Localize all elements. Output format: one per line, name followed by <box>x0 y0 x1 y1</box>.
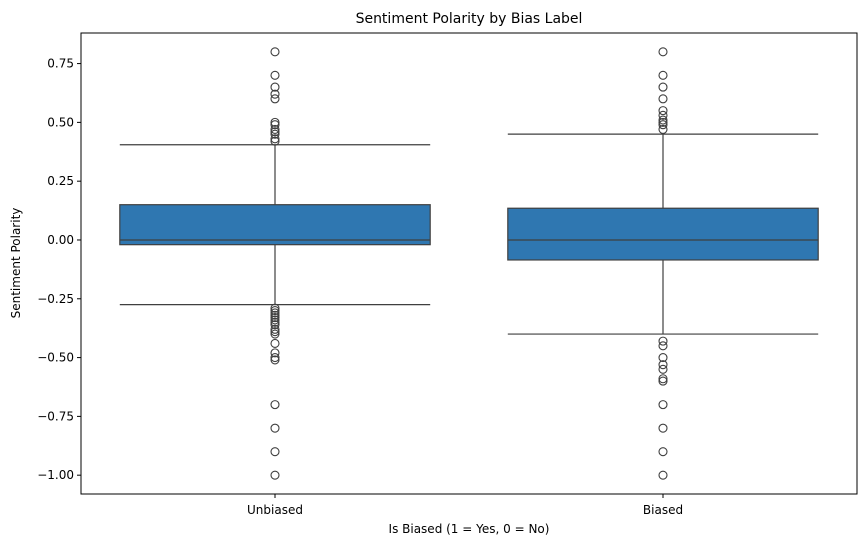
outlier-point <box>658 115 668 125</box>
outlier-point <box>658 117 668 127</box>
outlier-point <box>658 341 668 351</box>
outlier-point <box>270 117 280 127</box>
outlier-point <box>658 110 668 120</box>
x-tick-label: Unbiased <box>247 503 303 517</box>
outlier-point <box>658 94 668 104</box>
outlier-point <box>658 82 668 92</box>
y-tick-label: −0.50 <box>37 351 74 365</box>
outlier-point <box>270 470 280 480</box>
outlier-point <box>270 355 280 365</box>
plot-area <box>80 32 858 495</box>
outlier-point <box>658 400 668 410</box>
outlier-point <box>270 303 280 313</box>
outlier-point <box>658 364 668 374</box>
outlier-point <box>270 70 280 80</box>
outlier-point <box>658 47 668 57</box>
outlier-point <box>270 313 280 323</box>
outlier-point <box>270 329 280 339</box>
boxes-layer <box>119 47 819 480</box>
outlier-point <box>658 447 668 457</box>
outlier-point <box>270 327 280 337</box>
box-iqr <box>507 207 819 261</box>
outlier-point <box>270 315 280 325</box>
box-group-biased <box>507 47 819 480</box>
outlier-point <box>658 360 668 370</box>
outlier-point <box>270 82 280 92</box>
outlier-point <box>270 353 280 363</box>
outlier-point <box>658 470 668 480</box>
outlier-point <box>270 94 280 104</box>
outlier-point <box>658 120 668 130</box>
y-tick-label: 0.00 <box>47 233 74 247</box>
y-tick-label: 0.25 <box>47 174 74 188</box>
outlier-point <box>658 336 668 346</box>
outlier-point <box>270 134 280 144</box>
x-axis: Unbiased Biased <box>247 494 683 517</box>
x-tick-label: Biased <box>643 503 683 517</box>
outlier-point <box>270 447 280 457</box>
y-tick-label: −0.25 <box>37 292 74 306</box>
box-iqr <box>119 204 431 246</box>
outlier-point <box>658 376 668 386</box>
outlier-point <box>270 348 280 358</box>
y-tick-label: 0.75 <box>47 57 74 71</box>
outlier-point <box>270 124 280 134</box>
x-axis-label: Is Biased (1 = Yes, 0 = No) <box>389 522 550 536</box>
outlier-point <box>270 129 280 139</box>
outlier-point <box>270 423 280 433</box>
outlier-point <box>658 70 668 80</box>
outlier-point <box>270 320 280 330</box>
outlier-point <box>270 120 280 130</box>
outlier-point <box>658 374 668 384</box>
outlier-point <box>270 127 280 137</box>
outlier-point <box>658 124 668 134</box>
outlier-point <box>270 47 280 57</box>
outlier-point <box>270 305 280 316</box>
outlier-point <box>270 338 280 349</box>
y-tick-label: −1.00 <box>37 468 74 482</box>
outlier-point <box>270 136 280 146</box>
outlier-point <box>270 89 280 99</box>
y-axis-label: Sentiment Polarity <box>9 208 23 319</box>
plot-frame <box>80 32 858 495</box>
chart-title: Sentiment Polarity by Bias Label <box>356 11 583 27</box>
y-tick-label: −0.75 <box>37 409 74 423</box>
outlier-point <box>270 310 280 320</box>
outlier-point <box>270 308 280 318</box>
box-group-unbiased <box>119 47 431 480</box>
outlier-point <box>270 317 280 327</box>
outlier-point <box>658 423 668 433</box>
y-tick-label: 0.50 <box>47 115 74 129</box>
outlier-point <box>658 106 668 116</box>
y-axis: −1.00 −0.75 −0.50 −0.25 0.00 0.25 0.50 0.75 <box>37 57 81 482</box>
outlier-point <box>270 324 280 334</box>
outlier-point <box>658 353 668 363</box>
outlier-point <box>270 400 280 410</box>
